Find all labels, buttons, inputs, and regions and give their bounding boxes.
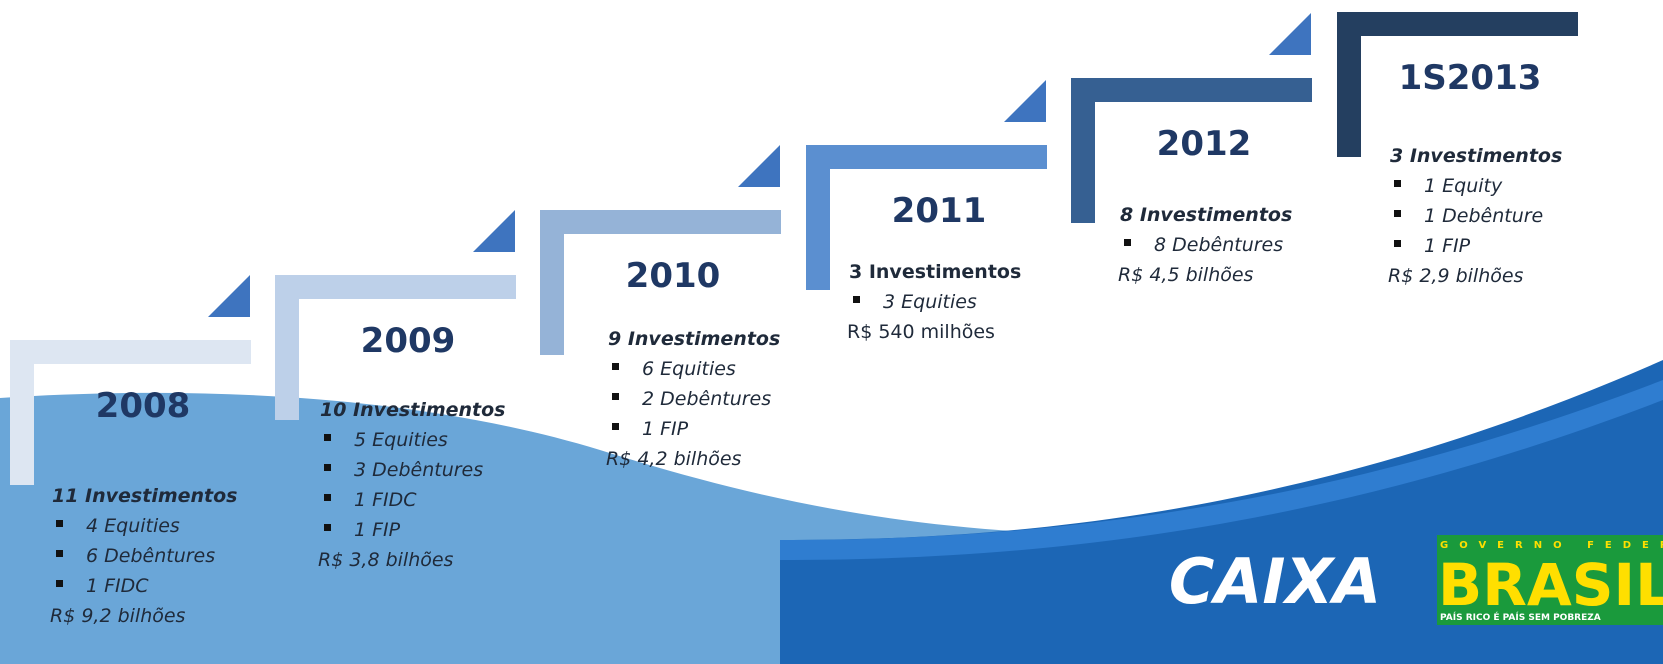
step-triangle [1004, 80, 1046, 122]
bullet [324, 524, 331, 531]
step-triangle [1269, 13, 1311, 55]
investment-total: R$ 9,2 bilhões [50, 605, 186, 627]
page: {"steps": [ {"year": "2008", "heading": … [0, 0, 1663, 664]
investment-heading: 3 Investimentos [1390, 145, 1562, 167]
investment-total: R$ 4,2 bilhões [606, 448, 742, 470]
investment-item: 1 FIDC [86, 575, 149, 597]
year-label: 2012 [1157, 124, 1252, 164]
governo-text: GOVERNO FEDERAL [1440, 540, 1663, 551]
bullet [324, 494, 331, 501]
investment-item: 4 Equities [86, 515, 180, 537]
bullet [853, 296, 860, 303]
bullet [1394, 240, 1401, 247]
bullet [612, 393, 619, 400]
investment-item: 1 FIP [354, 519, 401, 541]
bullet [56, 520, 63, 527]
investment-item: 1 Debênture [1424, 205, 1543, 227]
brasil-text: BRASIL [1438, 551, 1663, 619]
bullet [612, 423, 619, 430]
investment-item: 2 Debêntures [642, 388, 771, 410]
investment-item: 5 Equities [354, 429, 448, 451]
bullet [56, 550, 63, 557]
investment-heading: 3 Investimentos [849, 261, 1021, 283]
caixa-logo: CAIXA [1169, 545, 1381, 618]
step-triangle [208, 275, 250, 317]
investment-heading: 11 Investimentos [52, 485, 237, 507]
investment-item: 6 Equities [642, 358, 736, 380]
investment-item: 1 FIDC [354, 489, 417, 511]
investment-total: R$ 3,8 bilhões [318, 549, 454, 571]
investment-total: R$ 540 milhões [847, 321, 995, 343]
investment-item: 1 FIP [642, 418, 689, 440]
investment-heading: 8 Investimentos [1120, 204, 1292, 226]
step-triangle [473, 210, 515, 252]
slide: CAIXA GOVERNO FEDERAL BRASIL PAÍS RICO É… [0, 0, 1663, 664]
bullet [1124, 239, 1131, 246]
bullet [1394, 210, 1401, 217]
year-label: 2009 [361, 321, 456, 361]
investment-total: R$ 4,5 bilhões [1118, 264, 1254, 286]
bullet [324, 434, 331, 441]
year-label: 2011 [892, 191, 987, 231]
investment-item: 8 Debêntures [1154, 234, 1283, 256]
investment-item: 1 Equity [1424, 175, 1503, 197]
investment-item: 6 Debêntures [86, 545, 215, 567]
year-label: 2008 [96, 386, 191, 426]
year-label: 1S2013 [1399, 58, 1542, 98]
investment-total: R$ 2,9 bilhões [1388, 265, 1524, 287]
step-triangle [738, 145, 780, 187]
bullet [324, 464, 331, 471]
bullet [612, 363, 619, 370]
slogan-text: PAÍS RICO É PAÍS SEM POBREZA [1440, 611, 1601, 623]
year-label: 2010 [626, 256, 721, 296]
investment-item: 3 Debêntures [354, 459, 483, 481]
investment-heading: 10 Investimentos [320, 399, 505, 421]
bullet [1394, 180, 1401, 187]
investment-heading: 9 Investimentos [608, 328, 780, 350]
investment-item: 1 FIP [1424, 235, 1471, 257]
investment-item: 3 Equities [883, 291, 977, 313]
bullet [56, 580, 63, 587]
